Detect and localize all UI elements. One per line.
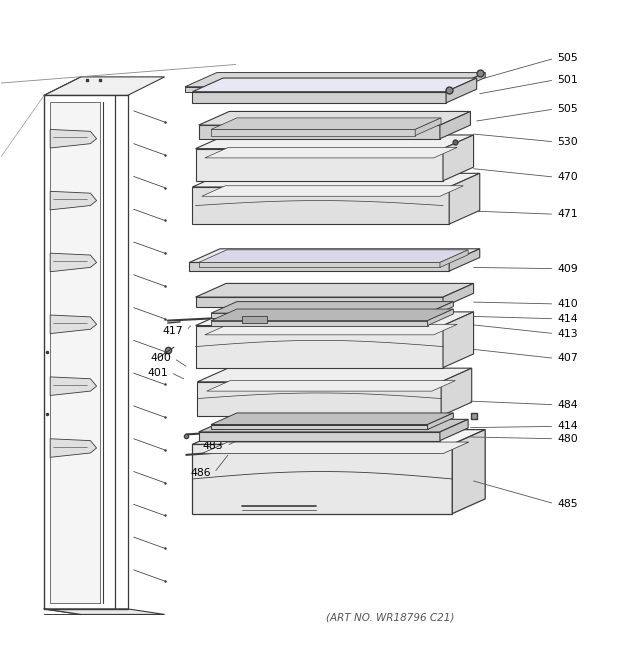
Polygon shape: [185, 73, 485, 87]
Polygon shape: [449, 249, 480, 271]
Polygon shape: [192, 173, 480, 187]
Polygon shape: [44, 609, 165, 615]
Polygon shape: [195, 284, 474, 297]
Polygon shape: [206, 381, 455, 391]
Polygon shape: [195, 312, 474, 326]
Polygon shape: [198, 419, 468, 432]
Polygon shape: [198, 250, 468, 262]
Text: 414: 414: [557, 421, 578, 432]
Polygon shape: [50, 253, 97, 272]
Polygon shape: [440, 112, 471, 139]
Text: 413: 413: [557, 329, 578, 338]
Polygon shape: [195, 135, 474, 149]
Polygon shape: [211, 118, 441, 130]
Polygon shape: [205, 147, 457, 158]
Polygon shape: [192, 444, 452, 514]
Text: 417: 417: [162, 325, 183, 336]
Text: 484: 484: [557, 400, 578, 410]
Polygon shape: [443, 135, 474, 181]
Polygon shape: [205, 325, 457, 335]
Polygon shape: [50, 439, 97, 457]
Polygon shape: [428, 413, 453, 430]
Polygon shape: [192, 92, 446, 103]
Polygon shape: [211, 301, 453, 313]
Text: 401: 401: [147, 368, 168, 377]
Polygon shape: [198, 112, 471, 125]
Polygon shape: [443, 284, 474, 307]
Polygon shape: [211, 424, 428, 430]
Text: 530: 530: [557, 137, 578, 147]
Polygon shape: [242, 316, 267, 323]
Polygon shape: [197, 382, 441, 416]
Text: 418: 418: [212, 300, 232, 310]
Polygon shape: [44, 77, 165, 95]
Polygon shape: [189, 262, 449, 271]
Polygon shape: [440, 250, 468, 268]
Polygon shape: [211, 413, 453, 424]
Text: 483: 483: [203, 441, 223, 451]
Polygon shape: [440, 419, 468, 441]
Polygon shape: [192, 78, 477, 92]
Polygon shape: [198, 125, 440, 139]
Polygon shape: [453, 73, 485, 92]
Text: 505: 505: [557, 54, 578, 63]
Text: 407: 407: [557, 354, 578, 364]
Polygon shape: [197, 368, 472, 382]
Text: 505: 505: [557, 104, 578, 114]
Polygon shape: [452, 430, 485, 514]
Polygon shape: [428, 309, 453, 326]
Polygon shape: [449, 173, 480, 224]
Polygon shape: [50, 315, 97, 334]
Polygon shape: [195, 297, 443, 307]
Text: 485: 485: [557, 498, 578, 509]
Polygon shape: [202, 442, 469, 453]
Polygon shape: [441, 368, 472, 416]
Text: 471: 471: [557, 209, 578, 219]
Polygon shape: [198, 432, 440, 441]
Text: 410: 410: [557, 299, 578, 309]
Polygon shape: [446, 78, 477, 103]
Polygon shape: [50, 102, 100, 603]
Polygon shape: [192, 187, 449, 224]
Text: 409: 409: [557, 264, 578, 274]
Polygon shape: [443, 312, 474, 368]
Polygon shape: [192, 430, 485, 444]
Polygon shape: [211, 309, 453, 321]
Polygon shape: [211, 313, 428, 318]
Text: 501: 501: [557, 75, 578, 85]
Polygon shape: [50, 130, 97, 148]
Polygon shape: [50, 377, 97, 395]
Polygon shape: [211, 321, 428, 326]
Text: 470: 470: [557, 172, 578, 182]
Polygon shape: [189, 249, 480, 262]
Polygon shape: [195, 326, 443, 368]
Polygon shape: [50, 191, 97, 210]
Text: eReplacementParts.com: eReplacementParts.com: [250, 321, 394, 334]
Polygon shape: [211, 130, 415, 136]
Text: 400: 400: [150, 354, 171, 364]
Polygon shape: [428, 301, 453, 318]
Text: (ART NO. WR18796 C21): (ART NO. WR18796 C21): [326, 613, 454, 623]
Polygon shape: [198, 262, 440, 268]
Polygon shape: [202, 186, 463, 196]
Text: 486: 486: [190, 468, 211, 478]
Text: 414: 414: [557, 314, 578, 324]
Polygon shape: [415, 118, 441, 136]
Polygon shape: [185, 87, 453, 92]
Polygon shape: [195, 149, 443, 181]
Text: 480: 480: [557, 434, 578, 444]
